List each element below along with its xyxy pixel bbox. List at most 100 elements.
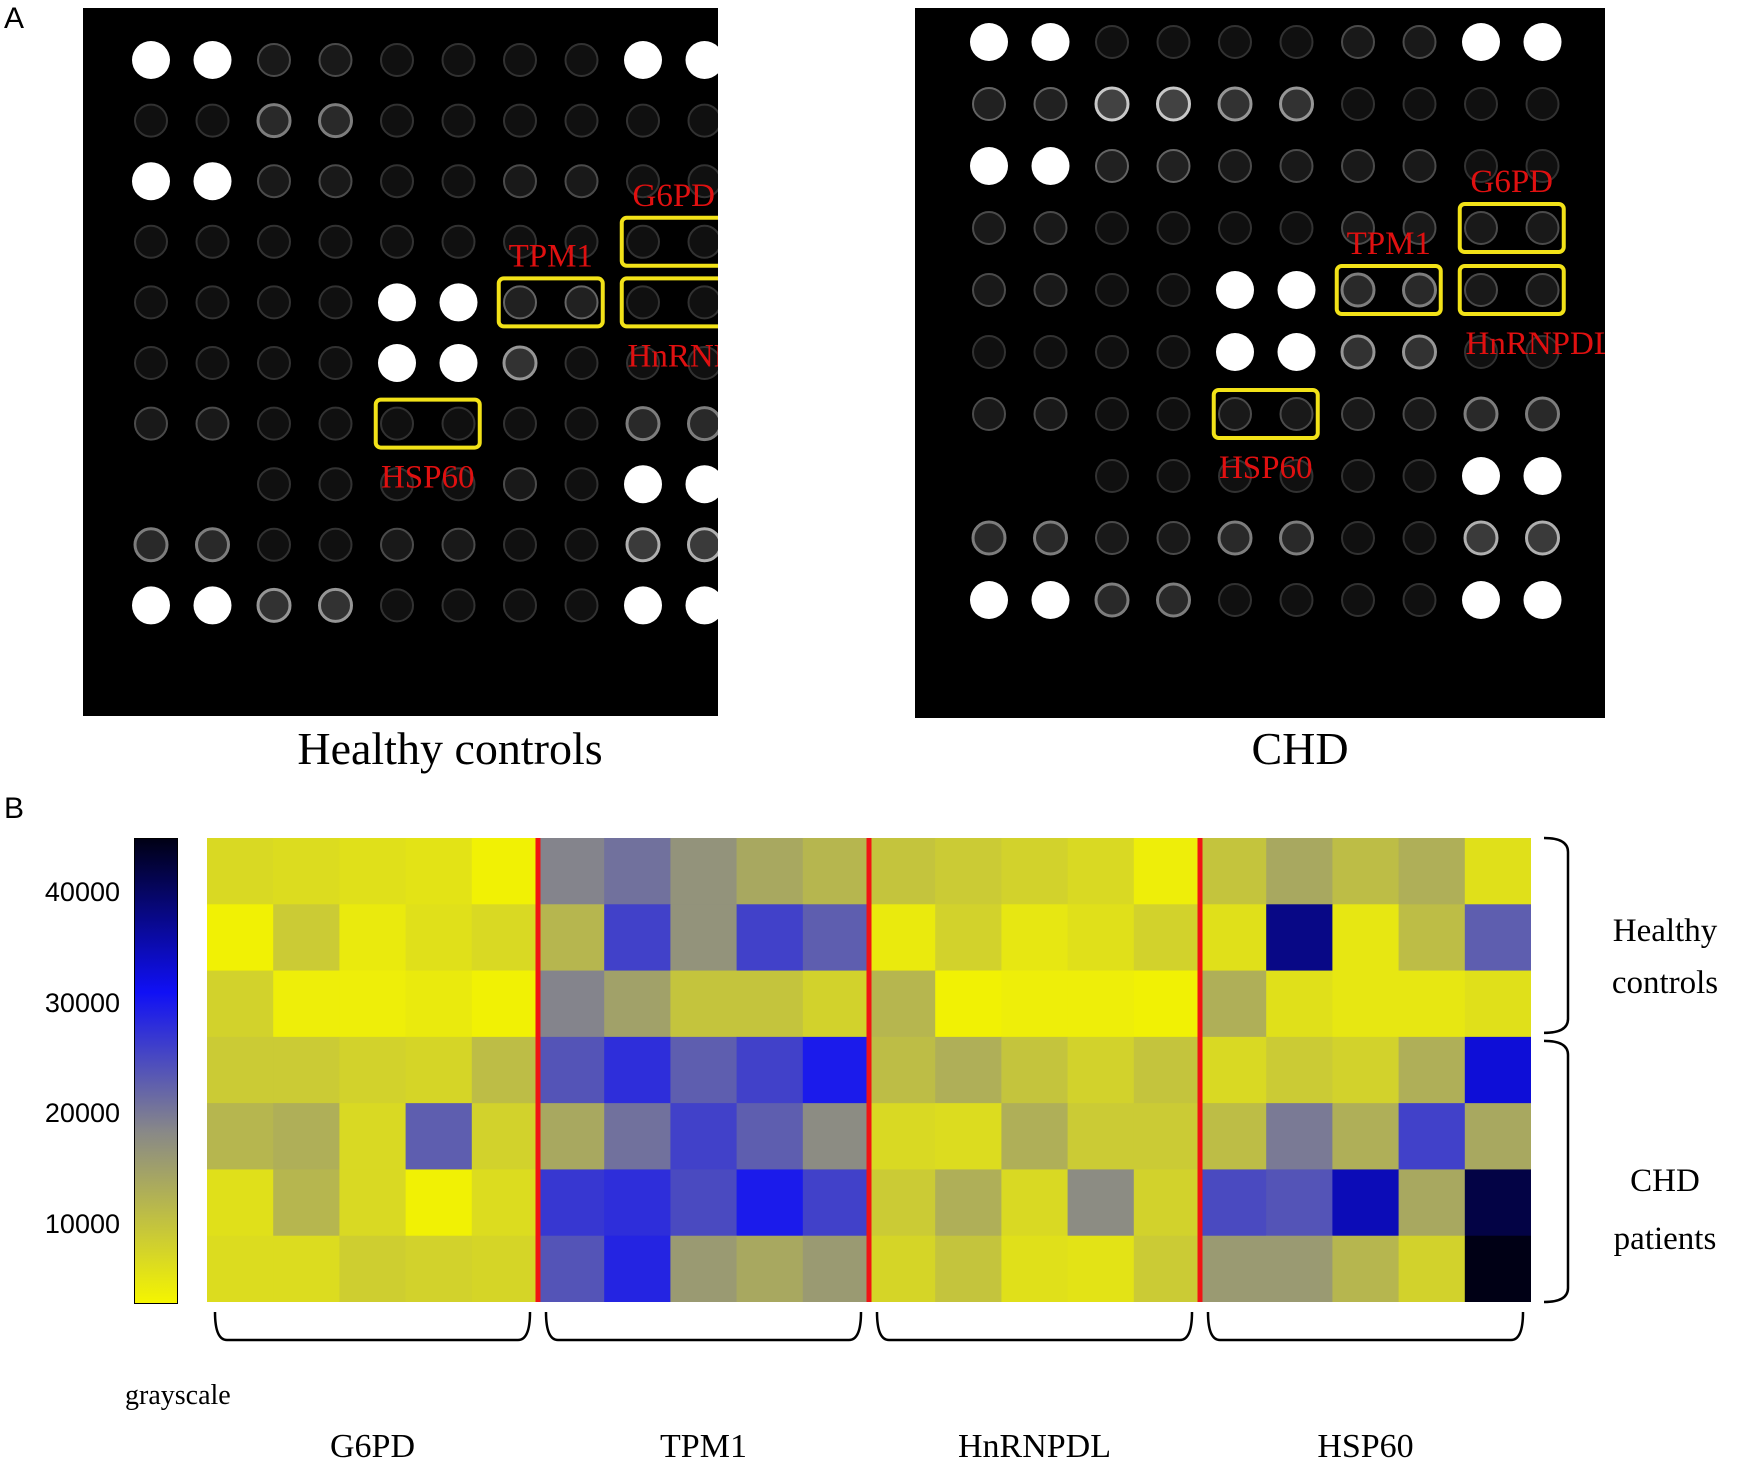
array-spot xyxy=(1156,149,1191,183)
array-spot xyxy=(972,87,1006,121)
array-spot xyxy=(1156,459,1191,493)
array-spot xyxy=(380,467,414,502)
array-spot xyxy=(1462,23,1500,61)
column-group-brackets xyxy=(213,1311,1525,1342)
array-spot xyxy=(134,346,168,380)
heatmap-cell xyxy=(1001,838,1069,905)
heatmap-cell xyxy=(1200,970,1267,1038)
array-spot xyxy=(1402,334,1437,370)
heatmap-cell xyxy=(1332,1169,1400,1237)
array-spot xyxy=(1464,87,1498,121)
array-spot xyxy=(441,103,476,138)
array-spot xyxy=(257,43,291,77)
heatmap-cell xyxy=(471,1235,539,1302)
array-spot xyxy=(318,224,353,259)
heatmap-cell xyxy=(736,838,804,905)
array-spot xyxy=(1525,396,1560,432)
array-spot xyxy=(257,285,291,320)
heatmap-cell xyxy=(604,1036,671,1104)
array-spot xyxy=(1341,25,1375,59)
heatmap-cell xyxy=(1133,838,1201,905)
array-spot xyxy=(564,285,599,320)
group-label-hsp60: HSP60 xyxy=(1317,1428,1414,1465)
array-spot xyxy=(1218,397,1252,431)
heatmap-cell xyxy=(273,1169,340,1237)
heatmap-cell xyxy=(935,970,1002,1038)
heatmap-cell xyxy=(273,904,340,972)
array-spot xyxy=(971,520,1007,556)
heatmap-cell xyxy=(1200,1036,1267,1104)
heatmap-cell xyxy=(1200,1235,1267,1302)
heatmap-cell xyxy=(1398,904,1466,972)
array-spot xyxy=(1094,582,1130,618)
colorbar xyxy=(134,838,178,1304)
heatmap-cell xyxy=(736,1169,804,1237)
heatmap-cell xyxy=(869,904,936,972)
array-spot xyxy=(685,41,718,79)
array-spot xyxy=(1033,397,1068,431)
heatmap-cell xyxy=(1067,838,1135,905)
region-label-hsp60: HSP60 xyxy=(381,460,475,496)
heatmap-cell xyxy=(1067,970,1135,1038)
array-spot xyxy=(1523,457,1562,495)
group-label-tpm1: TPM1 xyxy=(660,1428,747,1465)
heatmap-cell xyxy=(670,1036,738,1104)
array-spot xyxy=(1095,25,1129,59)
panel-b-letter: B xyxy=(4,792,25,825)
array-spot xyxy=(685,465,718,504)
group-label-hnrnpdl: HnRNPDL xyxy=(957,1428,1112,1465)
heatmap-cell xyxy=(1266,1169,1333,1237)
group-bracket xyxy=(213,1311,532,1342)
heatmap-cell xyxy=(670,838,738,905)
heatmap-cell xyxy=(339,1235,407,1302)
heatmap-cell xyxy=(339,1103,407,1170)
array-spot xyxy=(1279,25,1314,59)
array-spot xyxy=(1033,211,1068,245)
heatmap-cell xyxy=(538,904,605,972)
heatmap-cell xyxy=(1133,1169,1201,1237)
array-spot xyxy=(441,406,476,441)
array-spot xyxy=(564,527,599,562)
array-spot xyxy=(134,285,168,320)
array-spot xyxy=(257,224,291,259)
array-spot xyxy=(564,406,599,441)
array-spot xyxy=(1341,87,1375,121)
array-spot xyxy=(687,406,718,442)
array-spot xyxy=(132,162,170,201)
array-spot xyxy=(257,527,291,562)
heatmap-cell xyxy=(273,970,340,1038)
heatmap-cell xyxy=(405,1235,473,1302)
region-box-g6pd xyxy=(1457,202,1566,254)
array-spot xyxy=(564,467,599,502)
array-spot xyxy=(1095,397,1129,431)
heatmap-cell xyxy=(1464,1169,1531,1237)
heatmap-cell xyxy=(1464,970,1531,1038)
array-spot xyxy=(687,346,718,380)
array-spot xyxy=(1095,459,1129,493)
region-box-hnrnpdl xyxy=(619,276,718,329)
array-spot xyxy=(318,587,353,623)
array-spot xyxy=(502,345,538,381)
heatmap-cell xyxy=(1133,970,1201,1038)
array-spot xyxy=(193,41,232,79)
heatmap-cell xyxy=(1133,1103,1201,1170)
heatmap-cell xyxy=(471,1169,539,1237)
array-spot xyxy=(626,285,660,320)
array-spot xyxy=(503,224,537,259)
heatmap-cell xyxy=(1133,1036,1201,1104)
heatmap-cell xyxy=(802,838,870,905)
array-spot xyxy=(380,588,414,623)
heatmap-cell xyxy=(1332,970,1400,1038)
heatmap-cell xyxy=(405,1169,473,1237)
heatmap-cell xyxy=(538,1103,605,1170)
heatmap-cell xyxy=(869,838,936,905)
region-label-tpm1: TPM1 xyxy=(509,238,593,274)
heatmap-cell xyxy=(1266,904,1333,972)
heatmap-cell xyxy=(802,970,870,1038)
colorbar-tick-label: 30000 xyxy=(44,987,120,1018)
heatmap-cell xyxy=(869,970,936,1038)
array-spot xyxy=(1463,520,1499,556)
array-spot xyxy=(380,43,414,77)
heatmap-cell xyxy=(1001,1169,1069,1237)
array-spot xyxy=(1463,396,1499,432)
